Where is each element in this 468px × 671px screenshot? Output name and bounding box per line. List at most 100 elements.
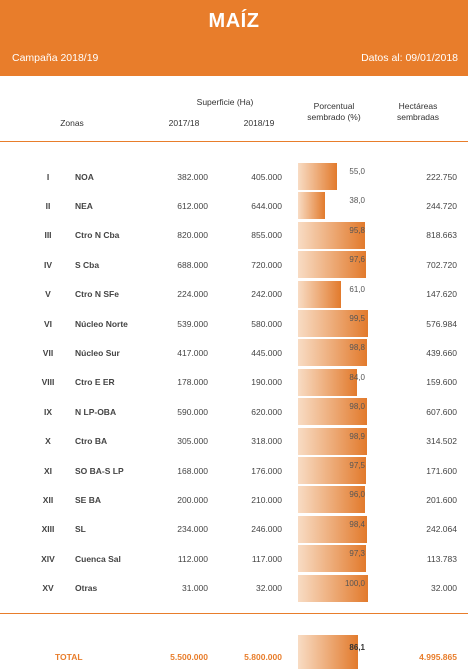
pct-value: 96,0 (349, 490, 365, 500)
surface-2018-19: 176.000 (251, 465, 282, 476)
zone-name: SO BA-S LP (75, 465, 124, 476)
ha-header-line2: sembradas (396, 112, 440, 122)
zone-number: XI (43, 465, 53, 476)
surface-header: Superficie (Ha) (196, 97, 254, 107)
hectares-sown: 439.660 (426, 347, 457, 358)
surface-2017-18: 305.000 (177, 436, 208, 447)
data-date-label: Datos al: 09/01/2018 (361, 52, 458, 64)
table-row: IX N LP-OBA 590.000 620.000 98,0 607.600 (0, 397, 468, 426)
surface-2018-19: 405.000 (251, 171, 282, 182)
total-label: TOTAL (55, 651, 83, 662)
surface-2018-19: 32.000 (256, 583, 282, 594)
hectares-sown: 159.600 (426, 377, 457, 388)
surface-2017-18: 178.000 (177, 377, 208, 388)
zone-name: S Cba (75, 259, 100, 270)
year2-header: 2018/19 (243, 118, 275, 128)
surface-2017-18: 539.000 (177, 318, 208, 329)
surface-2018-19: 445.000 (251, 347, 282, 358)
zone-number: XIII (41, 524, 55, 535)
hectares-sown: 244.720 (426, 200, 457, 211)
page-title: MAÍZ (208, 10, 260, 32)
zone-name: SE BA (75, 494, 101, 505)
pct-header-line2: sembrado (%) (307, 112, 361, 122)
pct-value: 95,8 (349, 225, 365, 235)
hectares-sown: 607.600 (426, 406, 457, 417)
table-row: I NOA 382.000 405.000 55,0 222.750 (0, 162, 468, 191)
header-banner: MAÍZ Campaña 2018/19 Datos al: 09/01/201… (0, 0, 468, 76)
zone-number: XII (42, 494, 54, 505)
zone-name: Cuenca Sal (75, 553, 121, 564)
zone-name: Ctro E ER (75, 377, 115, 388)
pct-bar (298, 251, 367, 279)
surface-2017-18: 234.000 (177, 524, 208, 535)
zone-name: Núcleo Norte (75, 318, 128, 329)
total-pct-value: 86,1 (349, 643, 365, 652)
zone-number: X (45, 436, 51, 447)
pct-value: 61,0 (349, 284, 365, 294)
table-row: XIV Cuenca Sal 112.000 117.000 97,3 113.783 (0, 544, 468, 573)
zone-name: SL (75, 524, 86, 535)
surface-2018-19: 644.000 (251, 200, 282, 211)
pct-cell: 96,0 (298, 486, 368, 514)
pct-cell: 99,5 (298, 310, 368, 337)
zone-name: Núcleo Sur (75, 347, 120, 358)
pct-cell: 95,8 (298, 221, 368, 249)
zone-name: Ctro N SFe (75, 289, 119, 300)
year1-header: 2017/18 (168, 118, 200, 128)
pct-cell: 61,0 (298, 280, 368, 308)
pct-value: 38,0 (349, 196, 365, 206)
pct-cell: 97,6 (298, 251, 368, 279)
hectares-sown: 242.064 (426, 524, 457, 535)
zone-name: Ctro BA (75, 436, 108, 447)
surface-2018-19: 190.000 (251, 377, 282, 388)
zone-number: VIII (41, 377, 55, 388)
pct-value: 98,8 (349, 343, 365, 353)
pct-bar (298, 398, 367, 426)
pct-cell: 98,8 (298, 339, 368, 367)
table-row: IV S Cba 688.000 720.000 97,6 702.720 (0, 250, 468, 279)
pct-cell: 97,3 (298, 545, 368, 573)
table-row: VI Núcleo Norte 539.000 580.000 99,5 576.984 (0, 309, 468, 338)
pct-bar (298, 427, 368, 455)
surface-2017-18: 590.000 (177, 406, 208, 417)
surface-2017-18: 417.000 (177, 347, 208, 358)
zone-number: III (44, 230, 52, 241)
header-divider (0, 141, 468, 142)
pct-bar (298, 515, 367, 543)
zone-number: IV (43, 259, 53, 270)
zone-name: Otras (75, 583, 98, 594)
campaign-label: Campaña 2018/19 (12, 52, 99, 64)
hectares-sown: 222.750 (426, 171, 457, 182)
pct-bar (298, 280, 341, 308)
pct-bar (298, 368, 357, 396)
zone-number: VII (42, 347, 54, 358)
pct-value: 98,0 (349, 402, 365, 412)
table-row: X Ctro BA 305.000 318.000 98,9 314.502 (0, 427, 468, 456)
surface-2017-18: 820.000 (177, 230, 208, 241)
hectares-sown: 201.600 (426, 494, 457, 505)
surface-2017-18: 31.000 (182, 583, 208, 594)
table-row: XII SE BA 200.000 210.000 96,0 201.600 (0, 485, 468, 514)
zones-header: Zonas (60, 118, 84, 128)
zone-name: N LP-OBA (75, 406, 117, 417)
pct-header-line1: Porcentual (313, 101, 355, 111)
pct-value: 98,9 (349, 431, 365, 441)
zone-number: I (46, 171, 50, 182)
surface-2018-19: 210.000 (251, 494, 282, 505)
pct-cell: 38,0 (298, 192, 368, 220)
pct-value: 84,0 (349, 372, 365, 382)
ha-header-line1: Hectáreas (398, 101, 438, 111)
surface-2018-19: 620.000 (251, 406, 282, 417)
surface-2018-19: 117.000 (251, 553, 282, 564)
pct-cell: 97,5 (298, 457, 368, 484)
hectares-sown: 818.663 (426, 230, 457, 241)
surface-2018-19: 242.000 (251, 289, 282, 300)
surface-2018-19: 720.000 (251, 259, 282, 270)
pct-cell: 84,0 (298, 368, 368, 396)
pct-bar (298, 221, 366, 249)
surface-2017-18: 168.000 (177, 465, 208, 476)
hectares-sown: 32.000 (431, 583, 457, 594)
pct-cell: 55,0 (298, 163, 368, 190)
surface-2018-19: 246.000 (251, 524, 282, 535)
table-row: III Ctro N Cba 820.000 855.000 95,8 818.663 (0, 221, 468, 250)
